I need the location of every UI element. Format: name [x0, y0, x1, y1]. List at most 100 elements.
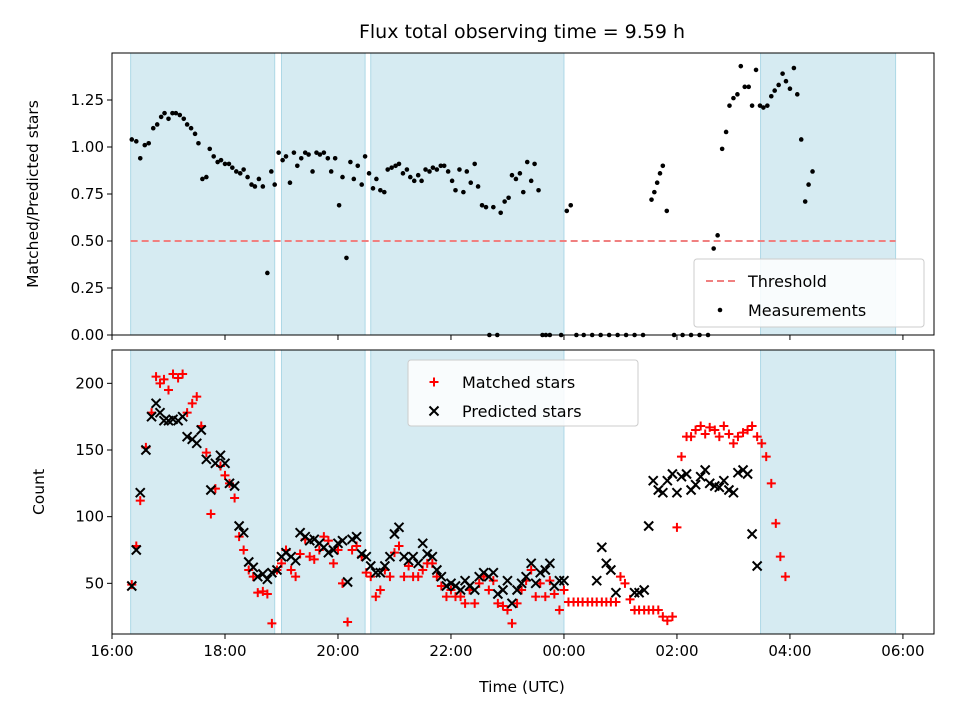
- matched-star-point: [333, 545, 343, 555]
- measurement-point: [768, 93, 774, 99]
- predicted-star-point: [591, 575, 602, 586]
- measurement-point: [423, 167, 428, 172]
- measurement-point: [787, 86, 793, 92]
- measurement-point: [475, 184, 481, 189]
- matched-star-point: [696, 421, 706, 431]
- predicted-star-point: [196, 424, 207, 436]
- matched-star-point: [151, 372, 161, 382]
- predicted-star-point: [596, 542, 608, 553]
- matched-star-point: [554, 605, 564, 615]
- matched-star-point: [220, 470, 230, 480]
- matched-star-point: [375, 585, 385, 595]
- predicted-star-point: [751, 560, 763, 572]
- predicted-star-point: [252, 571, 263, 582]
- measurement-point: [806, 182, 811, 187]
- matched-star-point: [747, 421, 757, 431]
- predicted-star-point: [370, 567, 382, 578]
- measurement-point: [321, 150, 327, 155]
- x-tick-label: 18:00: [203, 642, 246, 660]
- predicted-star-point: [535, 567, 546, 578]
- matched-star-point: [512, 598, 522, 608]
- measurement-point: [336, 202, 342, 208]
- measurement-point: [765, 103, 770, 108]
- measurement-point: [269, 169, 274, 174]
- y-tick-label: 1.00: [71, 138, 104, 156]
- predicted-star-point: [131, 544, 142, 556]
- predicted-star-point: [601, 558, 612, 569]
- predicted-star-point: [342, 576, 353, 588]
- measurement-point: [204, 174, 209, 180]
- measurement-point: [215, 159, 220, 165]
- matched-star-point: [719, 421, 729, 431]
- ratio-y-axis-label: Matched/Predicted stars: [24, 100, 42, 288]
- measurement-point: [513, 176, 519, 182]
- matched-star-point: [309, 554, 319, 564]
- predicted-star-point: [455, 584, 466, 596]
- predicted-star-point: [648, 475, 659, 486]
- matched-star-point: [615, 572, 625, 582]
- measurement-point: [483, 204, 489, 210]
- measurement-point: [355, 163, 361, 169]
- measurement-point: [715, 233, 720, 238]
- matched-star-point: [305, 552, 315, 562]
- predicted-star-point: [469, 584, 480, 596]
- measurement-point: [370, 186, 376, 191]
- matched-star-point: [436, 581, 446, 591]
- predicted-star-point: [210, 458, 221, 469]
- measurement-point: [472, 161, 477, 167]
- measurement-point: [415, 172, 421, 178]
- matched-star-point: [771, 518, 781, 528]
- predicted-star-point: [412, 558, 424, 569]
- measurement-point: [162, 110, 167, 116]
- predicted-star-point: [676, 471, 687, 482]
- measurement-point: [385, 167, 390, 172]
- legend-label: Predicted stars: [462, 402, 582, 421]
- predicted-star-point: [150, 398, 162, 409]
- predicted-star-point: [610, 587, 622, 598]
- matched-star-point: [484, 585, 494, 595]
- matched-star-point: [780, 572, 790, 582]
- measurement-point: [536, 187, 541, 193]
- predicted-star-point: [633, 587, 645, 598]
- measurement-point: [230, 165, 235, 170]
- measurement-point: [400, 171, 406, 176]
- measurement-point: [158, 114, 164, 120]
- predicted-star-point: [516, 578, 527, 589]
- predicted-star-point: [191, 438, 202, 449]
- measurement-point: [723, 129, 729, 135]
- matched-star-point: [206, 509, 216, 519]
- predicted-star-point: [266, 567, 278, 578]
- predicted-star-point: [671, 487, 683, 498]
- measurement-point: [393, 163, 398, 169]
- matched-star-point: [761, 452, 771, 462]
- matched-star-point: [743, 425, 753, 435]
- measurement-point: [295, 163, 300, 169]
- measurement-point: [265, 270, 270, 276]
- x-tick-label: 22:00: [429, 642, 472, 660]
- measurement-point: [317, 152, 323, 157]
- matched-star-point: [545, 576, 555, 586]
- predicted-star-point: [375, 567, 386, 578]
- predicted-star-point: [681, 468, 692, 480]
- predicted-star-point: [158, 415, 170, 426]
- measurement-point: [378, 187, 383, 193]
- measurement-point: [200, 176, 205, 182]
- measurement-point: [192, 131, 198, 137]
- matched-star-point: [728, 438, 738, 448]
- measurement-point: [226, 161, 232, 167]
- matched-star-point: [135, 496, 145, 506]
- measurement-point: [468, 180, 474, 186]
- measurement-point: [749, 103, 755, 108]
- legend-measurement-swatch: [717, 307, 723, 313]
- measurement-point: [407, 174, 413, 180]
- measurement-point: [328, 169, 334, 174]
- matched-star-point: [757, 438, 767, 448]
- measurement-point: [207, 146, 213, 152]
- measurement-point: [306, 152, 311, 157]
- measurement-point: [374, 176, 379, 182]
- observing-interval-band: [280, 52, 366, 336]
- measurement-point: [137, 155, 143, 161]
- predicted-star-point: [248, 562, 259, 573]
- predicted-star-point: [690, 479, 701, 490]
- measurement-point: [528, 178, 534, 184]
